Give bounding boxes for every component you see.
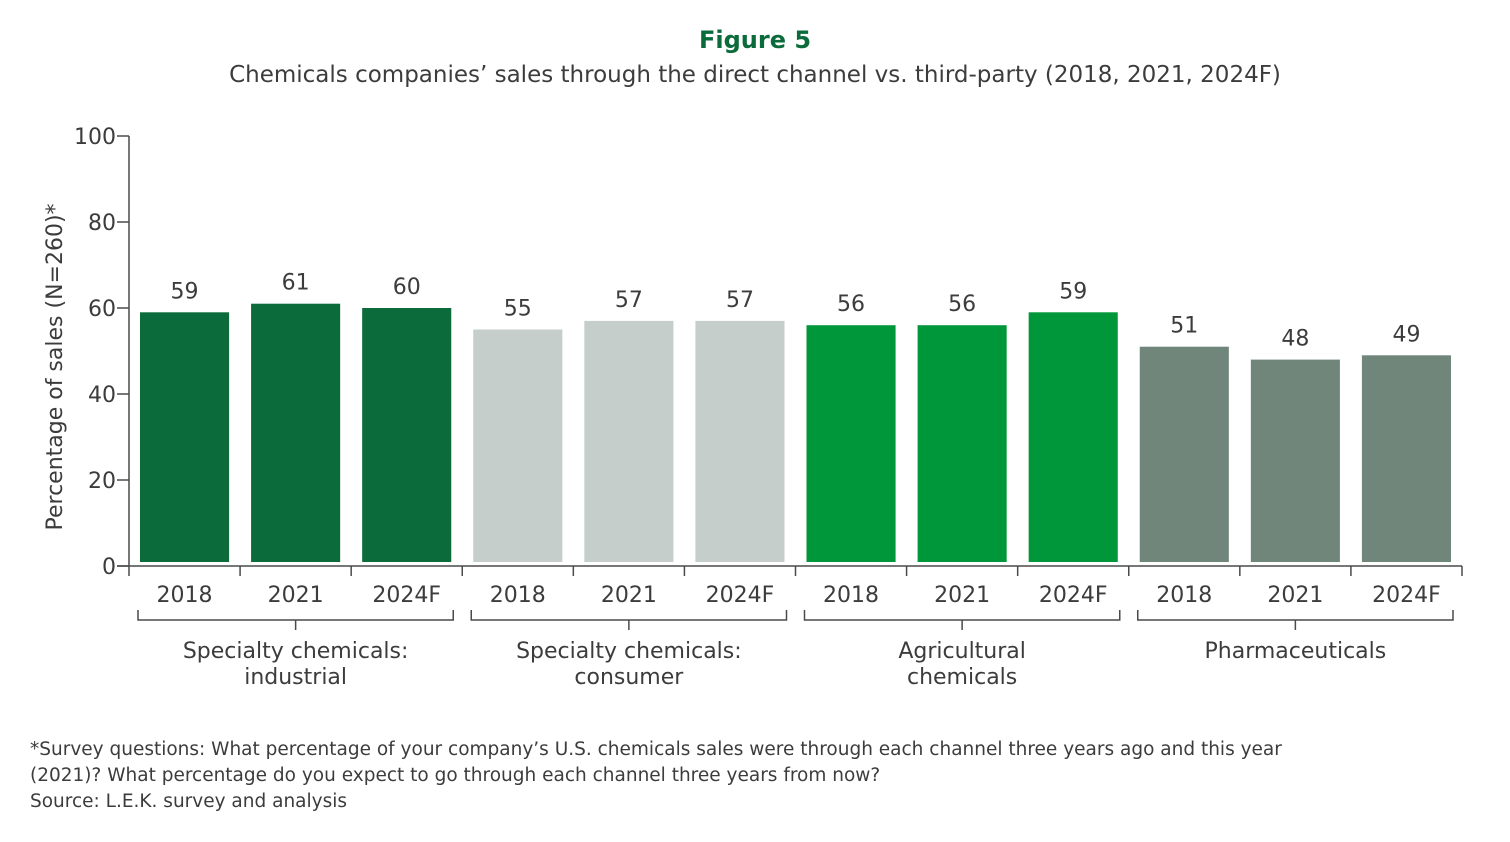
- data-label: 49: [1392, 322, 1420, 347]
- y-tick-label: 60: [88, 297, 116, 322]
- footnote-line-2: (2021)? What percentage do you expect to…: [30, 765, 881, 786]
- figure-label: Figure 5: [698, 26, 812, 54]
- data-label: 56: [948, 292, 976, 317]
- x-tick-label: 2021: [268, 583, 324, 608]
- source-note: Source: L.E.K. survey and analysis: [30, 791, 348, 812]
- group-label: consumer: [574, 665, 684, 690]
- y-tick-label: 40: [88, 383, 116, 408]
- group-label: Specialty chemicals:: [183, 639, 409, 664]
- x-tick-label: 2018: [490, 583, 546, 608]
- data-label: 51: [1170, 314, 1198, 339]
- group-bracket: [803, 610, 1121, 621]
- bar: [695, 320, 785, 562]
- bar: [1139, 346, 1229, 562]
- x-tick-label: 2024F: [1039, 583, 1108, 608]
- bar: [473, 329, 563, 562]
- y-axis-title: Percentage of sales (N=260)*: [43, 203, 68, 530]
- group-label: chemicals: [907, 665, 1017, 690]
- group-label: Agricultural: [898, 639, 1026, 664]
- x-tick-label: 2021: [601, 583, 657, 608]
- y-tick-label: 0: [102, 555, 116, 580]
- bar: [140, 312, 230, 562]
- data-label: 57: [615, 288, 643, 313]
- y-tick-label: 100: [74, 125, 116, 150]
- data-label: 57: [726, 288, 754, 313]
- bar: [1028, 312, 1118, 562]
- x-tick-label: 2024F: [1372, 583, 1441, 608]
- footnote-line-1: *Survey questions: What percentage of yo…: [30, 739, 1282, 760]
- group-label: industrial: [244, 665, 347, 690]
- x-tick-label: 2021: [934, 583, 990, 608]
- x-tick-label: 2021: [1267, 583, 1323, 608]
- y-tick-label: 20: [88, 469, 116, 494]
- bar: [362, 308, 452, 562]
- chart-title: Chemicals companies’ sales through the d…: [229, 62, 1281, 88]
- bar: [917, 325, 1007, 562]
- y-tick-label: 80: [88, 211, 116, 236]
- bar: [584, 320, 674, 562]
- bar: [806, 325, 896, 562]
- x-tick-label: 2024F: [706, 583, 775, 608]
- data-label: 61: [282, 271, 310, 296]
- data-label: 60: [393, 275, 421, 300]
- group-bracket: [470, 610, 788, 621]
- x-tick-label: 2018: [823, 583, 879, 608]
- bar: [1250, 359, 1340, 562]
- data-label: 59: [1059, 279, 1087, 304]
- group-label: Specialty chemicals:: [516, 639, 742, 664]
- x-tick-label: 2018: [157, 583, 213, 608]
- group-bracket: [137, 610, 454, 621]
- x-tick-label: 2018: [1156, 583, 1212, 608]
- bar: [1361, 355, 1451, 562]
- bar: [251, 303, 341, 562]
- group-label: Pharmaceuticals: [1205, 639, 1387, 664]
- data-label: 48: [1281, 327, 1309, 352]
- data-label: 59: [171, 279, 199, 304]
- x-tick-label: 2024F: [372, 583, 441, 608]
- data-label: 55: [504, 297, 532, 322]
- data-label: 56: [837, 292, 865, 317]
- group-bracket: [1137, 610, 1454, 621]
